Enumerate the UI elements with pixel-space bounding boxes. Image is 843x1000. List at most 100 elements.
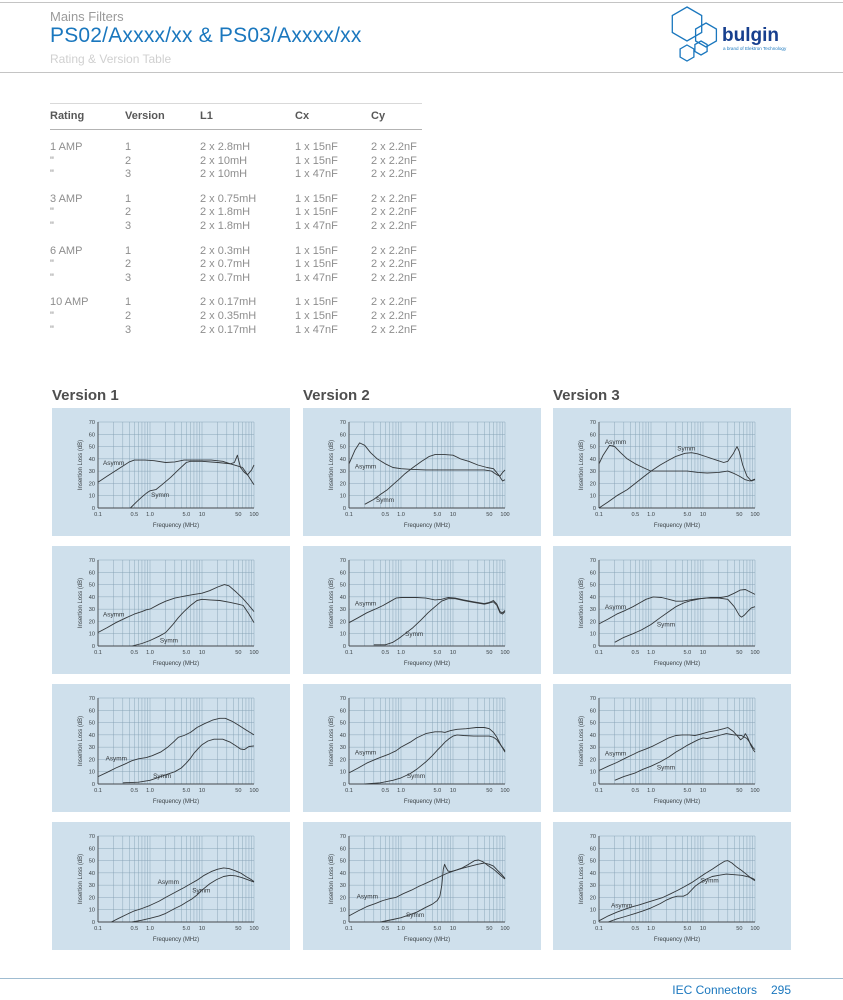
y-tick-label: 60 (340, 570, 346, 576)
y-tick-label: 30 (590, 883, 596, 889)
curve-label-symm: Symm (151, 492, 169, 499)
chart-svg: 0 10 20 30 40 50 60 70 0.1 0.5 1.0 5.0 10 50 100 Insert… (78, 834, 259, 943)
y-tick-label: 10 (340, 494, 346, 500)
table-cell: 1 x 47nF (295, 168, 338, 181)
y-tick-label: 30 (89, 469, 95, 475)
x-axis-title: Frequency (MHz) (404, 799, 450, 805)
y-tick-label: 20 (340, 757, 346, 763)
x-axis-title: Frequency (MHz) (654, 661, 700, 667)
x-tick-label: 5.0 (683, 788, 691, 794)
x-tick-label: 0.5 (631, 788, 639, 794)
column-header: Rating (50, 110, 85, 122)
y-tick-label: 20 (590, 619, 596, 625)
y-tick-label: 60 (340, 846, 346, 852)
x-axis-title: Frequency (MHz) (654, 937, 700, 943)
x-tick-label: 50 (736, 650, 742, 656)
y-tick-label: 40 (340, 457, 346, 463)
table-cell: 1 x 15nF (295, 296, 338, 309)
x-tick-label: 50 (235, 926, 241, 932)
y-tick-label: 70 (89, 420, 95, 426)
x-tick-label: 0.5 (631, 650, 639, 656)
x-tick-label: 100 (750, 512, 759, 518)
y-tick-label: 10 (89, 908, 95, 914)
x-tick-label: 10 (700, 512, 706, 518)
y-axis-title: Insertion Loss (dB) (78, 578, 84, 628)
curve-label-asymm: Asymm (158, 879, 179, 886)
x-tick-label: 0.5 (381, 650, 389, 656)
x-tick-label: 1.0 (647, 926, 655, 932)
table-cell: " (50, 323, 54, 336)
table-cell: 2 x 0.35mH (200, 309, 257, 322)
y-tick-label: 40 (590, 871, 596, 877)
curve-asymm (598, 727, 756, 771)
footer: IEC Connectors 295 (672, 983, 791, 997)
x-tick-label: 1.0 (397, 512, 405, 518)
table-cell: 2 x 0.3mH (200, 244, 251, 257)
table-cell: 2 x 1.8mH (200, 219, 251, 232)
insertion-loss-chart-v1-row2: 0 10 20 30 40 50 60 70 0.1 0.5 1.0 5.0 10 50 100 Insert… (52, 546, 290, 674)
insertion-loss-chart-v2-row4: 0 10 20 30 40 50 60 70 0.1 0.5 1.0 5.0 10 50 100 Insert… (303, 822, 541, 950)
x-axis-title: Frequency (MHz) (153, 799, 199, 805)
table-cell: 2 x 2.2nF (371, 154, 417, 167)
column-header: Cy (371, 110, 386, 122)
curve-asymm (97, 717, 255, 778)
y-tick-label: 50 (590, 859, 596, 865)
table-cell: 2 x 2.2nF (371, 206, 417, 219)
table-row: " 2 2 x 1.8mH 1 x 15nF 2 x 2.2nF (50, 206, 422, 220)
y-tick-label: 30 (340, 745, 346, 751)
y-tick-label: 70 (340, 834, 346, 840)
table-cell: 1 x 15nF (295, 141, 338, 153)
curve-label-asymm: Asymm (355, 600, 376, 607)
table-row: " 2 2 x 10mH 1 x 15nF 2 x 2.2nF (50, 155, 422, 169)
table-cell: 1 x 15nF (295, 192, 338, 205)
y-tick-label: 30 (89, 745, 95, 751)
table-cell: 2 x 2.2nF (371, 309, 417, 322)
y-tick-label: 50 (590, 583, 596, 589)
y-axis-title: Insertion Loss (dB) (329, 716, 335, 766)
insertion-loss-chart-v3-row1: 0 10 20 30 40 50 60 70 0.1 0.5 1.0 5.0 10 50 100 Insert… (553, 408, 791, 536)
y-tick-label: 20 (89, 757, 95, 763)
curve-asymm (111, 867, 255, 923)
hexagon-icon (671, 6, 703, 42)
insertion-loss-chart-v3-row2: 0 10 20 30 40 50 60 70 0.1 0.5 1.0 5.0 10 50 100 Insert… (553, 546, 791, 674)
y-tick-label: 20 (89, 619, 95, 625)
x-tick-label: 50 (736, 788, 742, 794)
rating-group: 6 AMP 1 2 x 0.3mH 1 x 15nF 2 x 2.2nF " 2 2 x 0.… (50, 245, 422, 286)
insertion-loss-chart-v3-row3: 0 10 20 30 40 50 60 70 0.1 0.5 1.0 5.0 10 50 100 Insert… (553, 684, 791, 812)
y-tick-label: 20 (89, 895, 95, 901)
chart-svg: 0 10 20 30 40 50 60 70 0.1 0.5 1.0 5.0 10 50 100 Insert… (329, 834, 510, 943)
table-cell: 1 (125, 296, 132, 309)
table-row: 1 AMP 1 2 x 2.8mH 1 x 15nF 2 x 2.2nF (50, 141, 422, 155)
y-tick-label: 0 (343, 782, 346, 788)
x-axis-title: Frequency (MHz) (654, 799, 700, 805)
table-cell: 2 x 10mH (200, 154, 248, 167)
x-tick-label: 1.0 (647, 512, 655, 518)
page-title: PS02/Axxxx/xx & PS03/Axxxx/xx (50, 24, 362, 47)
curve-label-asymm: Asymm (611, 902, 632, 909)
table-cell: 2 x 2.2nF (371, 258, 417, 271)
x-tick-label: 0.1 (345, 926, 353, 932)
rating-group: 10 AMP 1 2 x 0.17mH 1 x 15nF 2 x 2.2nF " 2 2 x … (50, 296, 422, 337)
y-tick-label: 70 (590, 420, 596, 426)
x-tick-label: 100 (500, 788, 509, 794)
x-tick-label: 100 (750, 926, 759, 932)
x-tick-label: 0.1 (345, 650, 353, 656)
y-axis-title: Insertion Loss (dB) (579, 854, 585, 904)
curve-asymm (97, 454, 255, 483)
curve-symm (364, 734, 506, 785)
table-cell: 1 (125, 141, 132, 153)
curve-label-symm: Symm (405, 631, 423, 638)
x-axis-title: Frequency (MHz) (153, 937, 199, 943)
x-tick-label: 1.0 (146, 512, 154, 518)
y-tick-label: 30 (89, 607, 95, 613)
table-header-row: Rating Version L1 Cx Cy (50, 103, 422, 130)
x-tick-label: 100 (500, 512, 509, 518)
x-tick-label: 50 (235, 512, 241, 518)
x-tick-label: 50 (486, 926, 492, 932)
x-tick-label: 10 (450, 650, 456, 656)
y-tick-label: 60 (89, 846, 95, 852)
x-tick-label: 100 (500, 926, 509, 932)
curve-asymm (348, 442, 506, 477)
y-tick-label: 40 (590, 457, 596, 463)
